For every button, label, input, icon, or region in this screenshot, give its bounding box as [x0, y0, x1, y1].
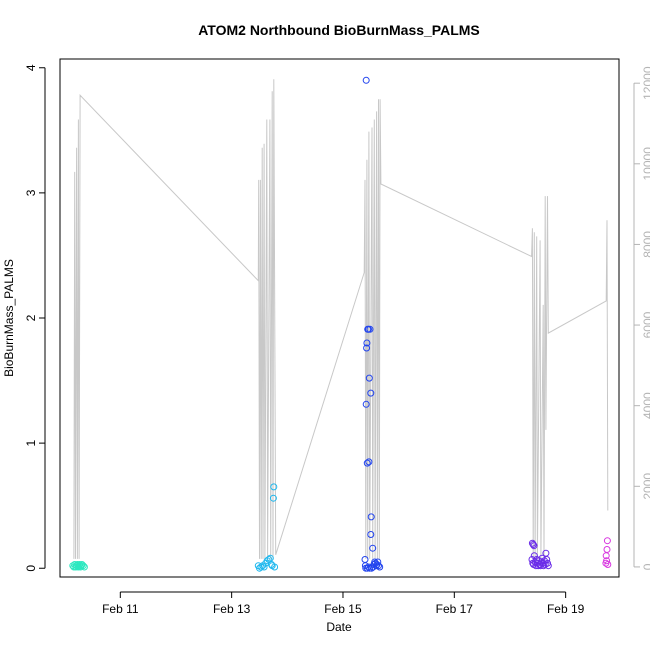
x-tick-label: Feb 19 — [547, 602, 585, 616]
y2-tick-label: 8000 — [641, 231, 650, 258]
data-point — [530, 542, 538, 550]
data-point — [269, 494, 277, 502]
data-point — [544, 562, 552, 570]
data-points-layer — [69, 76, 612, 572]
x-tick-label: Feb 15 — [324, 602, 362, 616]
y2-tick-label: 0 — [641, 563, 650, 570]
data-point — [367, 513, 375, 521]
data-point — [603, 557, 611, 565]
data-point — [260, 563, 268, 571]
x-axis-label: Date — [326, 620, 352, 634]
data-point — [362, 400, 370, 408]
data-point — [543, 556, 551, 563]
data-point — [257, 563, 265, 571]
altitude-line — [73, 79, 609, 559]
data-point — [80, 563, 88, 571]
data-point — [365, 458, 373, 466]
y-tick-label: 2 — [24, 314, 38, 321]
data-point — [604, 561, 612, 568]
y2-tick-label: 10000 — [641, 147, 650, 181]
data-point — [270, 483, 278, 491]
y-axis-label: BioBurnMass_PALMS — [2, 259, 16, 377]
x-tick-label: Feb 11 — [102, 602, 139, 616]
data-point — [365, 374, 373, 382]
data-point — [271, 563, 279, 571]
x-tick-label: Feb 17 — [436, 602, 474, 616]
y2-tick-label: 6000 — [641, 311, 650, 338]
data-point — [363, 344, 371, 352]
y2-tick-label: 12000 — [641, 66, 650, 100]
x-tick-label: Feb 13 — [213, 602, 251, 616]
data-point — [77, 562, 85, 570]
y-tick-label: 3 — [24, 189, 38, 196]
data-point — [367, 389, 375, 397]
y-tick-label: 4 — [24, 64, 38, 71]
chart-title: ATOM2 Northbound BioBurnMass_PALMS — [198, 22, 480, 38]
y-tick-label: 0 — [24, 565, 38, 572]
data-point — [603, 546, 611, 553]
data-point — [529, 541, 537, 548]
data-point — [363, 459, 371, 467]
plot-frame — [59, 58, 620, 578]
data-point — [603, 537, 611, 545]
data-point — [367, 531, 375, 538]
data-point — [79, 562, 87, 570]
axes-layer: Feb 11 Feb 13 Feb 15 Feb 17 Feb 19 0 1 2 3 4 0 2000… — [24, 58, 650, 616]
y2-tick-label: 4000 — [641, 392, 650, 419]
data-point — [363, 339, 371, 347]
data-point — [369, 544, 377, 552]
data-point — [266, 554, 274, 562]
data-point — [361, 556, 369, 563]
data-point — [375, 562, 382, 570]
data-point — [376, 563, 384, 571]
data-point — [362, 76, 370, 84]
y2-tick-label: 2000 — [641, 473, 650, 500]
data-point — [366, 325, 374, 333]
y-tick-label: 1 — [24, 439, 38, 446]
data-point — [372, 562, 380, 570]
data-point — [366, 564, 374, 572]
altitude-trace-layer — [73, 79, 609, 559]
